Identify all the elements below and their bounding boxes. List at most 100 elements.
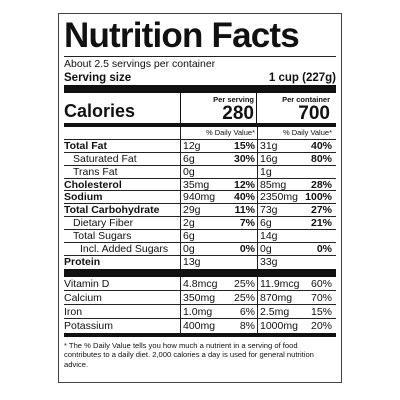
amount: 2.5mg xyxy=(260,305,290,318)
daily-value: 20% xyxy=(310,319,332,332)
nutrient-row: Iron 1.0mg 6% 2.5mg 15% xyxy=(64,304,336,319)
nutrient-cell: 400mg 8% xyxy=(180,318,257,333)
daily-value: 12% xyxy=(233,178,255,191)
calories: Calories Per serving 280 Per container 7… xyxy=(64,93,336,124)
amount: 85mg xyxy=(260,178,287,191)
nutrient-row: Total Fat 12g 15% 31g 40% xyxy=(64,139,336,153)
footnote: * The % Daily Value tells you how much a… xyxy=(64,340,314,369)
nutrient-name: Sodium xyxy=(64,191,103,204)
nutrient-cell: 0g 0% xyxy=(257,243,334,255)
amount: 35mg xyxy=(183,178,210,191)
nutrient-cell: 13g xyxy=(180,255,257,269)
dv-header: % Daily Value* xyxy=(180,127,257,139)
dv-header: % Daily Value* xyxy=(257,127,334,139)
daily-value: 40% xyxy=(310,139,332,152)
nutrient-name: Trans Fat xyxy=(73,165,118,178)
amount: 11.9mcg xyxy=(260,277,300,290)
amount: 6g xyxy=(260,217,272,230)
nutrient-row: Trans Fat 0g 1g xyxy=(64,165,336,179)
nutrient-name: Saturated Fat xyxy=(73,152,137,165)
amount: 31g xyxy=(260,139,278,152)
nutrient-cell: 2350mg 100% xyxy=(257,191,334,203)
nutrient-row: Incl. Added Sugars 0g 0% 0g 0% xyxy=(64,243,336,256)
column-header: Per container xyxy=(282,95,330,104)
nutrient-cell: 0g xyxy=(180,165,257,178)
daily-value: 30% xyxy=(233,152,255,165)
daily-value: 40% xyxy=(233,191,255,204)
dv-header-row: % Daily Value* % Daily Value* xyxy=(64,127,336,140)
nutrient-cell: 14g xyxy=(257,230,334,242)
serving-size: Serving size 1 cup (227g) xyxy=(64,71,336,85)
amount: 0g xyxy=(260,243,272,256)
nutrient-cell: 2.5mg 15% xyxy=(257,304,334,318)
title: Nutrition Facts xyxy=(64,16,336,57)
amount: 73g xyxy=(260,204,278,217)
amount: 6g xyxy=(183,152,195,165)
daily-value: 7% xyxy=(239,217,255,230)
daily-value: 25% xyxy=(233,291,255,304)
nutrient-row: Calcium 350mg 25% 870mg 70% xyxy=(64,290,336,305)
nutrient-row: Vitamin D 4.8mcg 25% 11.9mcg 60% xyxy=(64,276,336,291)
vitamin-table: Vitamin D 4.8mcg 25% 11.9mcg 60% Calcium 350mg… xyxy=(64,276,336,333)
calories-value: 280 xyxy=(222,103,254,124)
calories-value: 700 xyxy=(298,103,330,124)
nutrient-row: Cholesterol 35mg 12% 85mg 28% xyxy=(64,178,336,192)
amount: 0g xyxy=(183,165,195,178)
nutrient-name: Total Fat xyxy=(64,139,107,152)
amount: 29g xyxy=(183,204,201,217)
amount: 12g xyxy=(183,139,201,152)
amount: 400mg xyxy=(183,319,216,332)
daily-value: 25% xyxy=(233,277,255,290)
nutrient-name: Incl. Added Sugars xyxy=(80,243,169,256)
nutrient-name: Dietary Fiber xyxy=(73,217,134,230)
nutrient-row: Saturated Fat 6g 30% 16g 80% xyxy=(64,152,336,166)
nutrient-cell: 85mg 28% xyxy=(257,178,334,191)
daily-value: 0% xyxy=(239,243,255,256)
nutrient-name: Calcium xyxy=(64,291,102,304)
amount: 33g xyxy=(260,255,278,268)
daily-value: 21% xyxy=(310,217,332,230)
divider xyxy=(64,123,336,127)
nutrient-cell: 4.8mcg 25% xyxy=(180,276,257,290)
amount: 6g xyxy=(183,230,195,243)
daily-value: 11% xyxy=(234,204,255,217)
daily-value: 15% xyxy=(310,305,332,318)
nutrient-cell: 2g 7% xyxy=(180,217,257,229)
nutrition-label: Nutrition Facts About 2.5 servings per c… xyxy=(58,13,342,383)
daily-value: 6% xyxy=(239,305,255,318)
nutrient-row: Dietary Fiber 2g 7% 6g 21% xyxy=(64,217,336,231)
calories-container: Per container 700 xyxy=(256,93,332,124)
daily-value: 0% xyxy=(316,243,332,256)
amount: 940mg xyxy=(183,191,216,204)
amount: 4.8mcg xyxy=(183,277,218,290)
daily-value: 15% xyxy=(233,139,255,152)
amount: 2g xyxy=(183,217,195,230)
amount: 14g xyxy=(260,230,278,243)
serving-size-value: 1 cup (227g) xyxy=(268,72,336,84)
nutrient-row: Potassium 400mg 8% 1000mg 20% xyxy=(64,318,336,333)
amount: 2350mg xyxy=(260,191,298,204)
amount: 870mg xyxy=(260,291,293,304)
nutrient-name: Cholesterol xyxy=(64,178,122,191)
nutrient-row: Sodium 940mg 40% 2350mg 100% xyxy=(64,191,336,205)
nutrient-cell: 350mg 25% xyxy=(180,290,257,304)
nutrient-cell: 12g 15% xyxy=(180,139,257,152)
nutrient-cell: 870mg 70% xyxy=(257,290,334,304)
servings: About 2.5 servings per container xyxy=(64,58,216,70)
dv-header-text: % Daily Value* xyxy=(205,128,255,137)
nutrient-name: Total Carbohydrate xyxy=(64,204,160,217)
daily-value: 60% xyxy=(310,277,332,290)
nutrient-row: Total Carbohydrate 29g 11% 73g 27% xyxy=(64,204,336,218)
column-header: Per serving xyxy=(213,95,254,104)
nutrient-name: Total Sugars xyxy=(73,230,132,243)
amount: 13g xyxy=(183,255,201,268)
amount: 1.0mg xyxy=(183,305,213,318)
nutrient-cell: 73g 27% xyxy=(257,204,334,216)
calories-label: Calories xyxy=(64,101,136,121)
nutrient-cell: 35mg 12% xyxy=(180,178,257,191)
daily-value: 27% xyxy=(310,204,332,217)
daily-value: 8% xyxy=(239,319,255,332)
nutrient-name: Potassium xyxy=(64,319,114,332)
nutrient-cell: 940mg 40% xyxy=(180,191,257,203)
